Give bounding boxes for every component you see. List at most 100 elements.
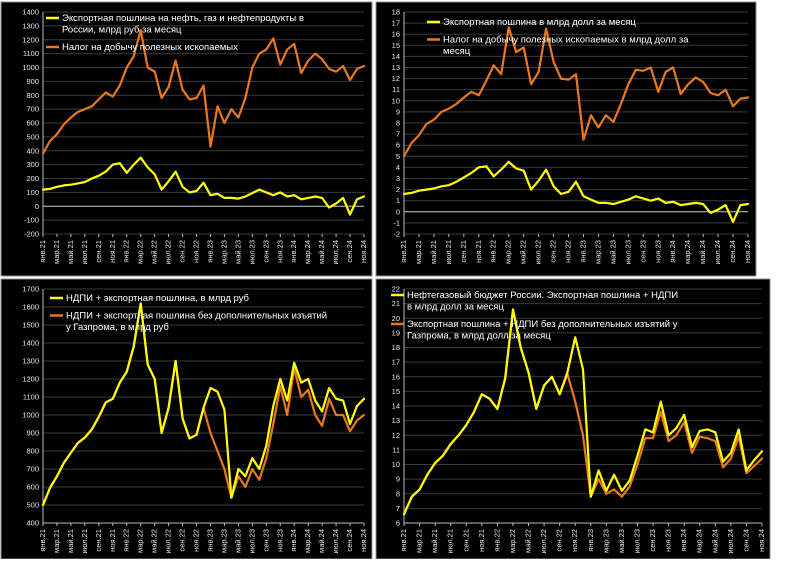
legend-label: Налог на добычу полезных ископаемых в мл…	[443, 35, 689, 58]
y-tick-label: 1000	[22, 411, 39, 420]
y-tick-label: 600	[26, 119, 39, 128]
x-tick-label: мар.22	[504, 240, 513, 264]
y-tick-label: 1100	[23, 393, 39, 402]
x-tick-label: мар.24	[683, 240, 692, 264]
x-tick-label: сен.21	[94, 529, 103, 552]
x-tick-label: июл.21	[80, 240, 89, 264]
x-tick-label: янв.23	[578, 240, 587, 263]
x-tick-label: мар.23	[219, 240, 228, 264]
y-tick-label: 600	[26, 483, 39, 492]
x-tick-label: ноя.24	[359, 240, 368, 263]
y-tick-label: 10	[392, 460, 400, 469]
y-tick-label: 900	[26, 429, 39, 438]
x-tick-label: май.24	[710, 529, 719, 553]
x-tick-label: мар.22	[136, 240, 145, 264]
x-tick-label: янв.21	[399, 529, 408, 552]
chart-panel-1: -200 -100 0 100 200 300 400 500 600 700 800 900 1000…	[0, 1, 373, 277]
y-tick-label: 1500	[22, 321, 39, 330]
x-tick-label: июл.23	[623, 240, 632, 264]
y-tick-label: 1100	[23, 49, 39, 58]
y-tick-label: 5	[396, 152, 400, 161]
panel-background	[0, 1, 373, 277]
x-tick-label: май.24	[698, 240, 707, 264]
x-tick-label: мар.21	[414, 240, 423, 264]
legend-label: Нефтегазовый бюджет России. Экспортная п…	[407, 290, 678, 313]
y-tick-label: 11	[392, 85, 400, 94]
x-tick-label: май.22	[524, 529, 533, 553]
x-tick-label: май.23	[233, 240, 242, 264]
y-tick-label: 14	[392, 402, 400, 411]
x-tick-label: июл.21	[446, 529, 455, 553]
y-tick-label: 400	[26, 146, 39, 155]
x-tick-label: ноя.21	[477, 529, 486, 552]
x-tick-label: мар.24	[695, 529, 704, 553]
y-tick-label: 22	[392, 285, 400, 294]
x-tick-label: сен.24	[741, 529, 750, 552]
y-tick-label: -100	[24, 216, 39, 225]
x-tick-label: май.21	[430, 529, 439, 553]
x-tick-label: май.22	[150, 529, 159, 553]
y-tick-label: 0	[35, 202, 39, 211]
x-tick-label: янв.21	[38, 240, 47, 263]
y-tick-label: 900	[26, 77, 39, 86]
x-tick-label: май.23	[608, 240, 617, 264]
y-tick-label: 7	[396, 504, 400, 513]
y-tick-label: 7	[396, 130, 400, 139]
x-tick-label: сен.22	[549, 240, 558, 263]
x-tick-label: июл.23	[247, 240, 256, 264]
x-tick-label: сен.24	[345, 240, 354, 263]
y-tick-label: 20	[392, 314, 400, 323]
y-tick-label: 200	[26, 174, 39, 183]
x-tick-label: янв.22	[489, 240, 498, 263]
y-tick-label: 21	[392, 299, 400, 308]
x-tick-label: июл.24	[726, 529, 735, 553]
y-tick-label: 1200	[22, 35, 39, 44]
x-tick-label: июл.22	[534, 240, 543, 264]
y-tick-label: 700	[26, 465, 39, 474]
x-tick-label: ноя.21	[108, 529, 117, 552]
y-tick-label: 17	[392, 358, 400, 367]
x-tick-label: июл.24	[713, 240, 722, 264]
x-tick-label: июл.22	[539, 529, 548, 553]
x-tick-label: ноя.23	[653, 240, 662, 263]
x-tick-label: мар.23	[219, 529, 228, 553]
y-tick-label: 17	[392, 19, 400, 28]
series-line-yellow	[402, 160, 750, 223]
x-tick-label: ноя.23	[275, 240, 284, 263]
x-tick-label: ноя.21	[474, 240, 483, 263]
x-tick-label: май.24	[317, 529, 326, 553]
y-tick-label: 19	[392, 328, 400, 337]
x-tick-label: сен.22	[178, 240, 187, 263]
y-tick-label: 1400	[22, 8, 39, 17]
y-tick-label: 1	[396, 196, 400, 205]
y-tick-label: 500	[26, 132, 39, 141]
x-tick-label: мар.24	[303, 240, 312, 264]
series-line-yellow	[402, 308, 764, 516]
chart-panel-4: 6 7 8 9 10 11 12 13 14 15 16 17 18 19 20 21 22 янв.21 мар.…	[375, 278, 771, 560]
y-tick-label: 6	[396, 141, 400, 150]
y-tick-label: 800	[26, 447, 39, 456]
x-tick-label: июл.21	[444, 240, 453, 264]
x-tick-label: май.21	[429, 240, 438, 264]
x-tick-label: ноя.23	[664, 529, 673, 552]
y-tick-label: 10	[392, 96, 400, 105]
y-tick-label: 18	[392, 343, 400, 352]
y-tick-label: 12	[392, 431, 400, 440]
x-tick-label: янв.23	[205, 240, 214, 263]
x-tick-label: янв.23	[586, 529, 595, 552]
series-line-orange	[402, 26, 750, 158]
y-tick-label: 500	[26, 501, 39, 510]
x-tick-label: ноя.21	[108, 240, 117, 263]
x-tick-label: сен.24	[728, 240, 737, 263]
x-tick-label: янв.24	[668, 240, 677, 263]
x-tick-label: мар.22	[508, 529, 517, 553]
x-tick-label: мар.21	[52, 240, 61, 264]
y-tick-label: 11	[392, 445, 400, 454]
x-tick-label: май.22	[150, 240, 159, 264]
x-tick-label: янв.22	[122, 240, 131, 263]
y-tick-label: 18	[392, 8, 400, 17]
x-tick-label: сен.22	[178, 529, 187, 552]
x-tick-label: сен.23	[648, 529, 657, 552]
x-tick-label: май.22	[519, 240, 528, 264]
x-tick-label: июл.23	[247, 529, 256, 553]
